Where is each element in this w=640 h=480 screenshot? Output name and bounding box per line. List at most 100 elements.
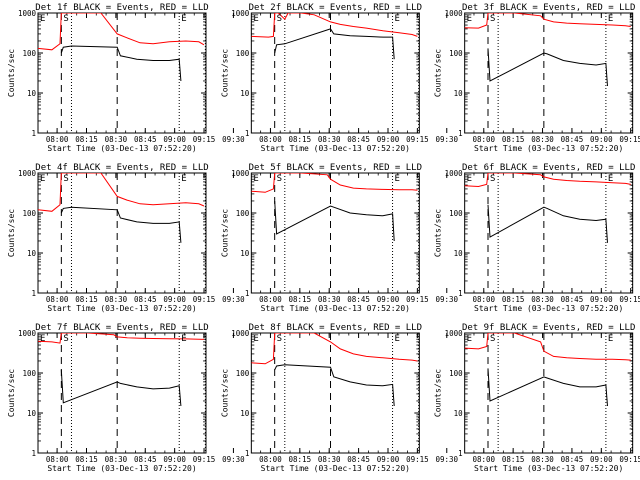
- event-mark-s: S: [63, 174, 68, 184]
- plot-frame: [464, 332, 634, 454]
- y-tick-label: 1: [458, 289, 463, 298]
- y-tick-label: 1: [31, 449, 36, 458]
- y-tick-label: 1000: [445, 169, 464, 178]
- plot-frame: [250, 172, 420, 294]
- y-tick-label: 10: [240, 249, 250, 258]
- panel-title: Det 2f BLACK = Events, RED = LLD: [249, 3, 422, 13]
- event-mark-e: E: [467, 334, 472, 344]
- series-line-lld: [251, 173, 418, 193]
- x-tick-label: 08:30: [105, 295, 128, 304]
- detector-panel-9: Det 9f BLACK = Events, RED = LLD 1 10 100 10…: [434, 323, 640, 473]
- detector-panel-1: Det 1f BLACK = Events, RED = LLD 1 10 100 10…: [7, 3, 245, 153]
- x-axis-label: Start Time (03-Dec-13 07:52:20): [474, 144, 623, 153]
- event-mark-e: E: [608, 174, 613, 184]
- x-tick-label: 08:45: [134, 135, 157, 144]
- series-line-events: [487, 368, 608, 407]
- x-tick-label: 08:15: [289, 135, 312, 144]
- event-mark-e: E: [608, 334, 613, 344]
- x-tick-label: 08:45: [347, 295, 370, 304]
- event-mark-e: E: [395, 174, 400, 184]
- x-tick-label: 08:00: [472, 455, 495, 464]
- y-tick-label: 1: [245, 449, 250, 458]
- x-axis-label: Start Time (03-Dec-13 07:52:20): [474, 464, 623, 473]
- x-tick-label: 08:30: [531, 455, 554, 464]
- y-tick-label: 100: [449, 49, 463, 58]
- x-tick-label: 09:30: [222, 295, 245, 304]
- series-line-events: [60, 206, 182, 243]
- x-tick-label: 08:30: [318, 135, 341, 144]
- x-axis-label: Start Time (03-Dec-13 07:52:20): [474, 304, 623, 313]
- series-line-lld: [464, 333, 631, 361]
- y-tick-label: 1000: [18, 9, 37, 18]
- x-tick-label: 08:00: [46, 135, 69, 144]
- event-mark-s: S: [490, 334, 495, 344]
- event-mark-e: E: [253, 14, 258, 24]
- x-tick-label: 09:00: [590, 295, 613, 304]
- x-tick-label: 08:15: [289, 455, 312, 464]
- x-tick-label: 08:30: [531, 135, 554, 144]
- y-tick-label: 10: [240, 89, 250, 98]
- series-line-events: [274, 364, 395, 407]
- panel-title: Det 5f BLACK = Events, RED = LLD: [249, 163, 422, 173]
- x-tick-label: 08:15: [75, 295, 98, 304]
- x-tick-label: 08:00: [46, 295, 69, 304]
- x-tick-label: 09:30: [222, 135, 245, 144]
- panel-title: Det 8f BLACK = Events, RED = LLD: [249, 323, 422, 333]
- detector-panel-3: Det 3f BLACK = Events, RED = LLD 1 10 100 10…: [434, 3, 640, 153]
- x-tick-label: 08:00: [46, 455, 69, 464]
- series-line-events: [60, 369, 182, 407]
- y-tick-label: 1000: [18, 169, 37, 178]
- series-line-events: [274, 200, 395, 242]
- y-tick-label: 10: [240, 409, 250, 418]
- plot-frame: [250, 12, 420, 134]
- x-tick-label: 08:15: [75, 455, 98, 464]
- x-tick-label: 09:15: [406, 455, 429, 464]
- event-mark-s: S: [277, 174, 282, 184]
- x-tick-label: 08:45: [561, 455, 584, 464]
- x-tick-label: 08:45: [134, 455, 157, 464]
- series-line-lld: [464, 173, 631, 188]
- event-mark-e: E: [467, 174, 472, 184]
- x-axis-label: Start Time (03-Dec-13 07:52:20): [261, 144, 410, 153]
- event-mark-e: E: [395, 334, 400, 344]
- event-mark-e: E: [608, 14, 613, 24]
- x-tick-label: 09:15: [406, 295, 429, 304]
- y-tick-label: 100: [236, 49, 250, 58]
- y-tick-label: 1000: [445, 329, 464, 338]
- x-tick-label: 09:15: [193, 295, 216, 304]
- event-mark-e: E: [40, 334, 45, 344]
- panel-title: Det 9f BLACK = Events, RED = LLD: [462, 323, 635, 333]
- x-tick-label: 09:00: [590, 135, 613, 144]
- detector-panel-8: Det 8f BLACK = Events, RED = LLD 1 10 100 10…: [220, 323, 458, 473]
- x-tick-label: 09:15: [193, 455, 216, 464]
- x-axis-label: Start Time (03-Dec-13 07:52:20): [261, 304, 410, 313]
- event-mark-e: E: [40, 174, 45, 184]
- x-tick-label: 08:45: [561, 135, 584, 144]
- event-mark-s: S: [63, 14, 68, 24]
- x-tick-label: 09:00: [377, 135, 400, 144]
- series-line-lld: [464, 13, 631, 29]
- y-tick-label: 1000: [231, 329, 250, 338]
- y-axis-label: Counts/sec: [434, 49, 443, 97]
- panel-title: Det 4f BLACK = Events, RED = LLD: [35, 163, 208, 173]
- series-line-lld: [38, 333, 205, 344]
- plot-frame: [464, 172, 634, 294]
- y-tick-label: 100: [22, 49, 36, 58]
- plot-frame: [250, 332, 420, 454]
- event-mark-s: S: [277, 14, 282, 24]
- y-tick-label: 100: [236, 209, 250, 218]
- x-tick-label: 09:15: [619, 455, 640, 464]
- y-axis-label: Counts/sec: [7, 209, 16, 257]
- series-line-lld: [251, 333, 418, 365]
- panel-title: Det 6f BLACK = Events, RED = LLD: [462, 163, 635, 173]
- y-tick-label: 10: [27, 89, 37, 98]
- y-tick-label: 1000: [231, 169, 250, 178]
- x-tick-label: 09:00: [377, 455, 400, 464]
- panel-title: Det 1f BLACK = Events, RED = LLD: [35, 3, 208, 13]
- x-tick-label: 08:45: [561, 295, 584, 304]
- x-tick-label: 08:00: [259, 455, 282, 464]
- detector-panel-2: Det 2f BLACK = Events, RED = LLD 1 10 100 10…: [220, 3, 458, 153]
- detector-panel-7: Det 7f BLACK = Events, RED = LLD 1 10 100 10…: [7, 323, 245, 473]
- series-line-events: [60, 45, 182, 82]
